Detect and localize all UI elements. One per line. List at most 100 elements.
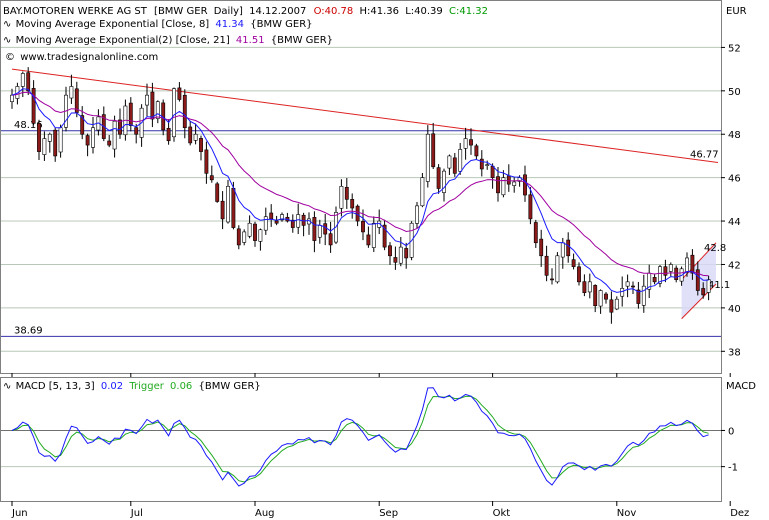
candle-body	[20, 73, 25, 87]
candle-body	[706, 279, 711, 293]
channel-upper-label: 42.8	[704, 243, 726, 254]
macd-icon: ∿	[3, 381, 11, 392]
candle-body	[53, 129, 58, 157]
candle-body	[695, 269, 700, 291]
candle-body	[415, 205, 419, 224]
candle-body	[31, 88, 36, 124]
candle-body	[685, 257, 689, 273]
header-date: 14.12.2007	[249, 6, 306, 17]
candle-body	[344, 186, 349, 200]
currency-label: EUR	[726, 6, 747, 17]
candle-body	[247, 222, 252, 237]
candle-body	[107, 140, 112, 146]
candle-body	[388, 245, 392, 257]
price-legend: BAY.MOTOREN WERKE AG ST [BMW GER Daily] …	[3, 6, 488, 63]
time-tick-label: Dez	[730, 508, 749, 519]
candle-body	[258, 229, 263, 242]
candle-body	[668, 264, 673, 272]
candle-body	[47, 133, 52, 142]
ema1-label: Moving Average Exponential [Close, 8]	[16, 19, 210, 30]
header-low-label: L:	[405, 6, 414, 17]
price-tick-label: 42	[728, 260, 741, 271]
candle-body	[501, 177, 506, 196]
candle-body	[263, 216, 268, 231]
candle-body	[42, 138, 47, 155]
candle-body	[371, 222, 376, 248]
candle-body	[290, 219, 295, 228]
candle-body	[539, 238, 544, 257]
candle-body	[280, 214, 284, 221]
candle-body	[560, 242, 565, 258]
price-tick-label: 46	[728, 174, 741, 185]
price-tick-label: 52	[728, 43, 741, 54]
ema2-value: 41.51	[236, 35, 265, 46]
macd-panel-frame	[0, 377, 722, 502]
candle-body	[134, 127, 139, 135]
candle-body	[69, 86, 74, 99]
candle-body	[328, 233, 333, 246]
candle-body	[631, 285, 635, 288]
header-high-label: H:	[359, 6, 370, 17]
candle-body	[166, 127, 171, 142]
candle-body	[91, 127, 95, 148]
candle-body	[496, 176, 500, 194]
candle-body	[598, 290, 603, 307]
candle-body	[269, 212, 274, 220]
candle-body	[425, 133, 430, 182]
header-symbol: BAY.MOTOREN WERKE AG ST	[3, 6, 148, 17]
macd-series	[11, 387, 709, 487]
candle-body	[587, 281, 592, 293]
candle-body	[533, 222, 538, 244]
header-high: 41.36	[370, 6, 399, 17]
moving-averages	[11, 88, 709, 293]
price-panel-frame	[0, 0, 722, 374]
candle-body	[701, 288, 706, 296]
macd-legend: ∿ MACD [5, 13, 3] 0.02 Trigger 0.06 {BMW…	[3, 381, 261, 392]
ema2-icon: ∿	[3, 35, 11, 46]
candle-body	[604, 293, 608, 300]
time-tick-label: Aug	[255, 508, 275, 519]
candle-body	[80, 115, 85, 135]
ema2-legend: ∿ Moving Average Exponential(2) [Close, …	[3, 35, 333, 46]
channel-lower-label: 41.1	[708, 280, 730, 291]
candle-body	[506, 175, 511, 185]
watermark: © www.tradesignalonline.com	[5, 52, 158, 63]
ema2-source: {BMW GER}	[271, 35, 333, 46]
candle-body	[317, 225, 322, 238]
candle-body	[555, 255, 560, 283]
candle-body	[118, 119, 122, 135]
candle-body	[366, 234, 371, 246]
watermark-text: www.tradesignalonline.com	[20, 52, 158, 63]
price-tick-label: 40	[728, 304, 741, 315]
candle-body	[609, 299, 614, 313]
header-open: 40.78	[325, 6, 354, 17]
time-tick-label: Nov	[617, 508, 637, 519]
candle-body	[420, 177, 425, 207]
price-tick-label: 48	[728, 130, 741, 141]
candle-body	[442, 170, 446, 193]
header-low: 40.39	[414, 6, 443, 17]
candle-body	[636, 289, 641, 304]
candle-body	[436, 167, 441, 189]
candle-body	[485, 164, 490, 166]
time-tick-label: Jul	[130, 508, 143, 519]
candle-body	[577, 266, 581, 283]
price-tick-label: 44	[728, 217, 741, 228]
trigger-label: Trigger	[128, 381, 164, 392]
candle-body	[404, 248, 409, 259]
candle-body	[674, 267, 679, 280]
candle-body	[150, 91, 155, 120]
price-tick-label: 38	[728, 347, 741, 358]
time-tick-label: Sep	[379, 508, 398, 519]
candle-body	[193, 133, 198, 141]
candle-body	[652, 277, 657, 283]
macd-tick-label: 0	[728, 426, 734, 437]
candle-body	[155, 101, 160, 119]
candle-body	[398, 246, 403, 264]
macd-y-axis: -1 0	[721, 426, 738, 474]
candle-body	[350, 199, 355, 209]
macd-value: 0.02	[101, 381, 123, 392]
header-close-label: C:	[449, 6, 459, 17]
resistance-trendline: 46.77	[11, 68, 719, 163]
candle-body	[112, 120, 117, 150]
